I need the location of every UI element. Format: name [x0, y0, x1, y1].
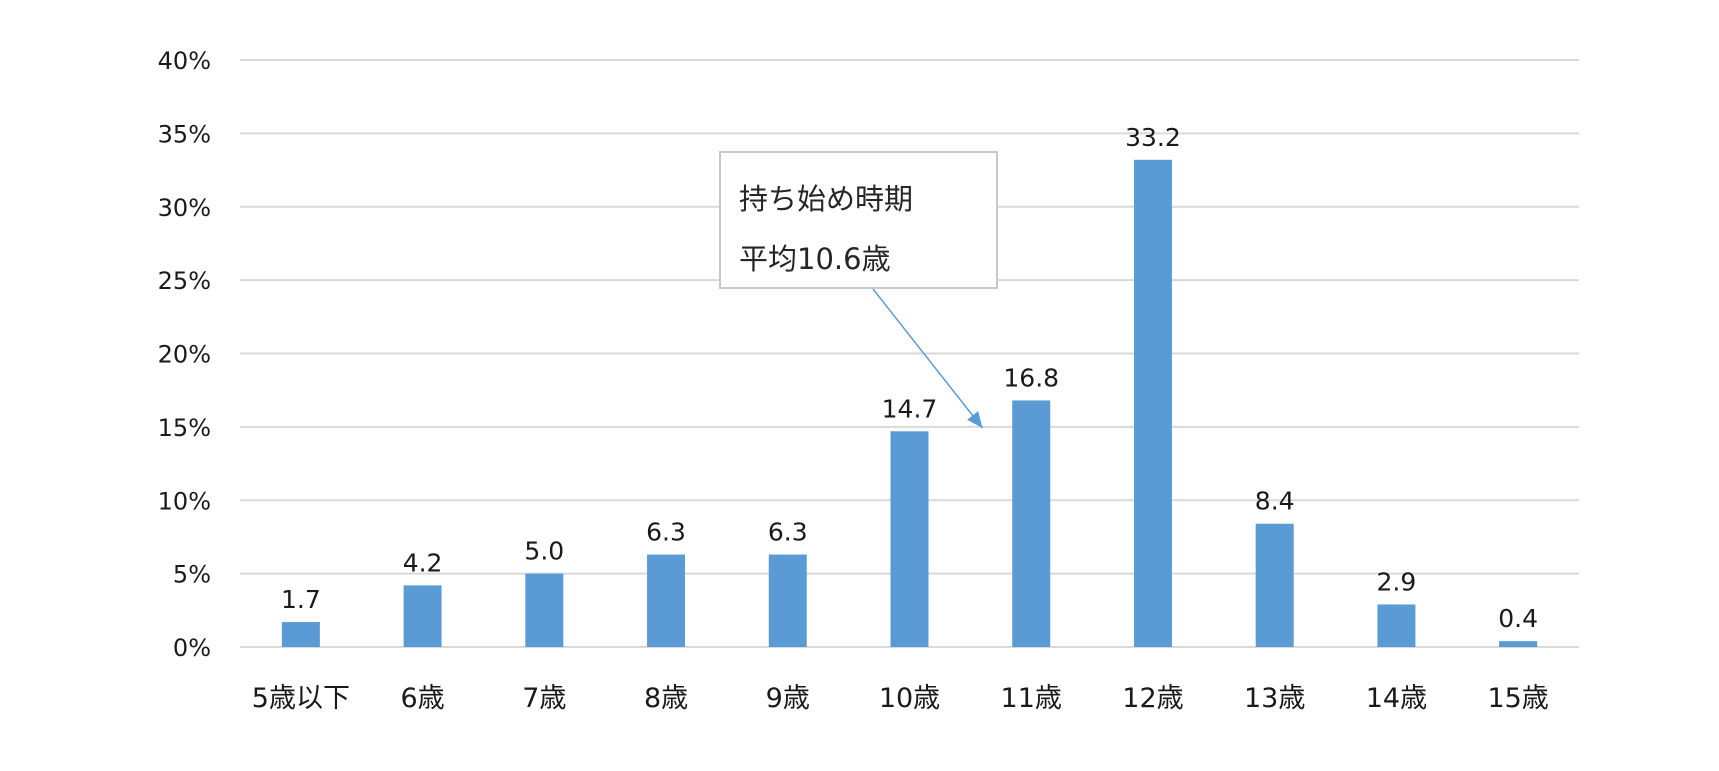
data-label-14歳: 2.9	[1377, 567, 1417, 596]
bar-5歳以下	[281, 622, 320, 647]
bar-13歳	[1255, 523, 1294, 647]
bar-12歳	[1133, 159, 1172, 648]
category-label-13歳: 13歳	[1244, 683, 1305, 714]
category-label-7歳: 7歳	[522, 683, 566, 714]
data-label-8歳: 6.3	[646, 518, 686, 547]
y-tick-label-35: 35%	[158, 120, 211, 148]
data-label-12歳: 33.2	[1125, 123, 1181, 152]
bar-layer	[281, 159, 1538, 648]
arrow-layer	[872, 288, 984, 429]
category-label-10歳: 10歳	[879, 683, 940, 714]
category-label-14歳: 14歳	[1366, 683, 1427, 714]
category-label-15歳: 15歳	[1487, 683, 1548, 714]
category-label-6歳: 6歳	[400, 683, 444, 714]
data-label-6歳: 4.2	[403, 548, 443, 577]
bar-14歳	[1377, 604, 1416, 647]
bar-15歳	[1499, 641, 1538, 647]
average-annotation-box: 持ち始め時期 平均10.6歳	[719, 151, 998, 289]
category-label-8歳: 8歳	[644, 683, 688, 714]
y-tick-label-20: 20%	[158, 341, 211, 369]
category-label-9歳: 9歳	[766, 683, 810, 714]
annotation-line-1: 持ち始め時期	[739, 182, 914, 216]
data-label-13歳: 8.4	[1255, 487, 1295, 516]
bar-7歳	[525, 573, 564, 647]
data-label-7歳: 5.0	[524, 537, 564, 566]
category-label-11歳: 11歳	[1001, 683, 1062, 714]
data-label-5歳以下: 1.7	[281, 585, 321, 614]
y-tick-label-30: 30%	[158, 194, 211, 222]
bar-8歳	[647, 554, 686, 647]
bar-11歳	[1012, 400, 1051, 647]
label-layer: 0% 5% 10% 15% 20% 25% 30% 35% 40% 1.7 5歳以下 4.2 6歳 5.0…	[158, 47, 1549, 714]
y-tick-label-40: 40%	[158, 47, 211, 75]
data-label-15歳: 0.4	[1498, 604, 1538, 633]
annotation-arrow-line	[872, 288, 984, 429]
annotation-arrow-head	[967, 411, 983, 428]
annotation-line-2: 平均10.6歳	[739, 242, 891, 276]
y-tick-label-15: 15%	[158, 414, 211, 442]
category-label-12歳: 12歳	[1122, 683, 1183, 714]
y-tick-label-10: 10%	[158, 487, 211, 515]
bar-9歳	[768, 554, 807, 647]
category-label-5歳以下: 5歳以下	[252, 683, 350, 714]
data-label-11歳: 16.8	[1003, 363, 1059, 392]
bar-10歳	[890, 431, 929, 647]
y-tick-label-0: 0%	[173, 634, 211, 662]
bar-6歳	[403, 585, 442, 647]
y-tick-label-25: 25%	[158, 267, 211, 295]
y-tick-label-5: 5%	[173, 561, 211, 589]
data-label-10歳: 14.7	[882, 394, 938, 423]
data-label-9歳: 6.3	[768, 518, 808, 547]
